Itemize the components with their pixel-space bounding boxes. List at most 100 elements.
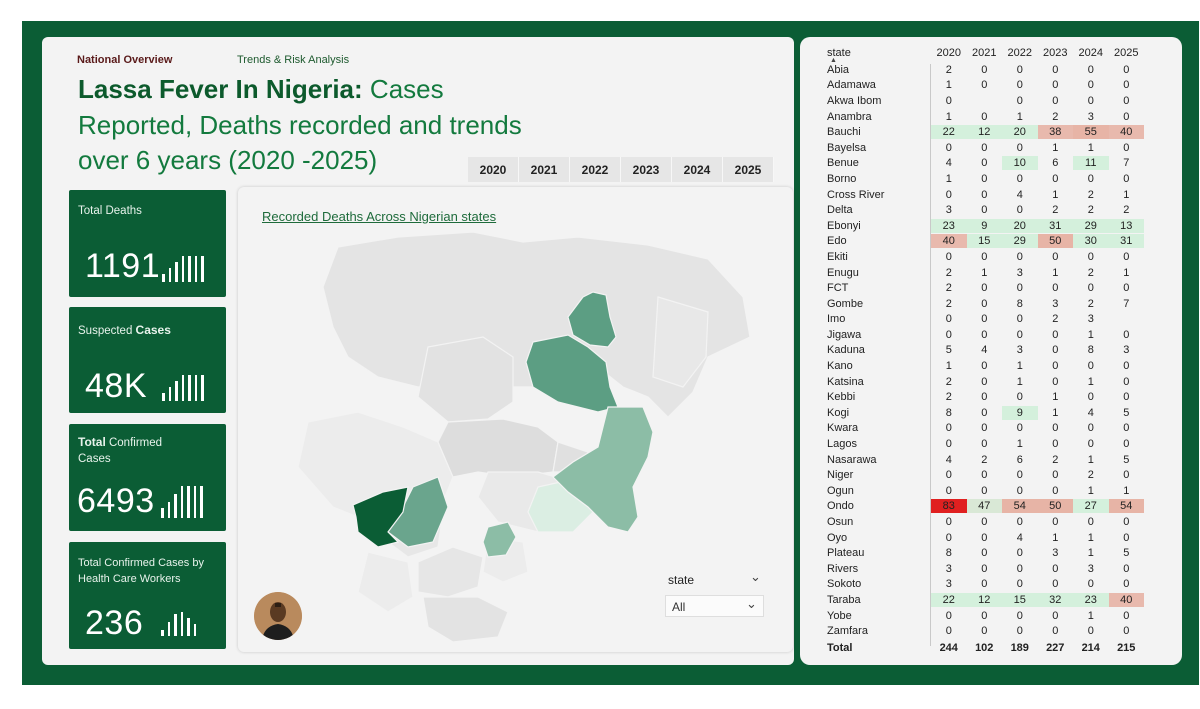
table-row: Kano 1 0 1 0 0 0 — [810, 358, 1150, 374]
cell-state: Benue — [827, 157, 859, 170]
cell-value: 15 — [1002, 592, 1038, 607]
nigeria-choropleth-map[interactable] — [238, 187, 793, 652]
cell-value: 83 — [931, 499, 967, 514]
table-row: Lagos 0 0 1 0 0 0 — [810, 436, 1150, 452]
cell-value: 4 — [1016, 188, 1023, 201]
year-button-2023[interactable]: 2023 — [621, 157, 672, 182]
cell-value: 2 — [1052, 204, 1059, 217]
cell-value: 0 — [1087, 172, 1094, 185]
cell-value: 8 — [945, 547, 952, 560]
cell-value: 0 — [1052, 94, 1059, 107]
cell-value: 47 — [966, 499, 1002, 514]
table-row: Imo 0 0 0 2 3 — [810, 312, 1150, 328]
year-button-2021[interactable]: 2021 — [519, 157, 570, 182]
column-header-state[interactable]: state — [827, 47, 851, 59]
cell-value: 22 — [931, 592, 967, 607]
cell-state: Adamawa — [827, 79, 876, 92]
table-row: Ekiti 0 0 0 0 0 0 — [810, 249, 1150, 265]
cell-value: 20 — [1002, 218, 1038, 233]
kpi-label: Total Deaths — [78, 205, 142, 217]
cell-value: 22 — [931, 125, 967, 140]
cell-value: 0 — [981, 609, 988, 622]
cell-value: 0 — [1016, 625, 1023, 638]
state-dropdown[interactable]: All — [665, 595, 764, 617]
cell-value: 0 — [1087, 422, 1094, 435]
cell-value: 1 — [1087, 484, 1094, 497]
cell-value: 3 — [945, 578, 952, 591]
chevron-down-icon[interactable]: ⌄ — [750, 569, 761, 584]
cell-value: 0 — [1123, 625, 1130, 638]
cell-state: Ogun — [827, 484, 854, 497]
cell-value: 0 — [1052, 516, 1059, 529]
table-row: Osun 0 0 0 0 0 0 — [810, 514, 1150, 530]
year-button-2025[interactable]: 2025 — [723, 157, 774, 182]
cell-state: Kogi — [827, 406, 850, 419]
cell-value: 0 — [981, 172, 988, 185]
cell-value: 0 — [1052, 578, 1059, 591]
cell-value: 8 — [1016, 297, 1023, 310]
cell-state: Ondo — [827, 500, 854, 513]
cell-value: 0 — [1087, 79, 1094, 92]
cell-value: 0 — [981, 391, 988, 404]
table-row: Plateau 8 0 0 3 1 5 — [810, 545, 1150, 561]
sort-ascending-icon[interactable]: ▲ — [830, 57, 837, 64]
cell-value: 1 — [1123, 484, 1130, 497]
year-button-2020[interactable]: 2020 — [468, 157, 519, 182]
cell-value: 0 — [1016, 547, 1023, 560]
cell-value: 54 — [1002, 499, 1038, 514]
cell-value: 23 — [931, 218, 967, 233]
cell-value: 0 — [1016, 578, 1023, 591]
cell-value: 6 — [1052, 157, 1059, 170]
nav-national-overview[interactable]: National Overview — [77, 54, 173, 66]
table-row: Taraba 22 12 15 32 23 40 — [810, 592, 1150, 608]
cell-state: Rivers — [827, 562, 859, 575]
cell-state: Kano — [827, 360, 853, 373]
cell-value: 0 — [1052, 375, 1059, 388]
cell-value: 0 — [1087, 391, 1094, 404]
column-header-2022[interactable]: 2022 — [1007, 47, 1032, 59]
cell-value: 8 — [945, 406, 952, 419]
cell-value: 0 — [981, 79, 988, 92]
cell-value: 1 — [1123, 266, 1130, 279]
chevron-down-icon[interactable]: ⌄ — [746, 596, 757, 611]
cell-value: 3 — [945, 204, 952, 217]
cell-value: 0 — [1016, 422, 1023, 435]
page-title-line-1: Lassa Fever In Nigeria: Cases — [78, 74, 444, 105]
cell-value: 27 — [1073, 499, 1109, 514]
table-scrollbar[interactable] — [1150, 44, 1160, 656]
cell-value: 0 — [945, 609, 952, 622]
cell-value: 31 — [1108, 234, 1144, 249]
column-header-2025[interactable]: 2025 — [1114, 47, 1139, 59]
cell-value: 2 — [1052, 110, 1059, 123]
kpi-card-health-care-workers: Total Confirmed Cases by Health Care Wor… — [69, 542, 226, 649]
table-row: Abia 2 0 0 0 0 0 — [810, 62, 1150, 78]
column-header-2020[interactable]: 2020 — [936, 47, 961, 59]
cell-value: 0 — [1087, 578, 1094, 591]
cell-value: 0 — [981, 157, 988, 170]
cell-value: 0 — [1052, 282, 1059, 295]
cell-value: 0 — [1123, 469, 1130, 482]
cell-value: 0 — [1123, 609, 1130, 622]
table-row: Rivers 3 0 0 0 3 0 — [810, 561, 1150, 577]
cell-value: 0 — [981, 438, 988, 451]
year-button-2022[interactable]: 2022 — [570, 157, 621, 182]
cell-value: 5 — [1123, 453, 1130, 466]
kpi-card-total-confirmed-cases: Total Confirmed Cases 6493 — [69, 424, 226, 531]
column-header-2024[interactable]: 2024 — [1078, 47, 1103, 59]
column-header-2023[interactable]: 2023 — [1043, 47, 1068, 59]
cell-value: 0 — [1123, 562, 1130, 575]
cell-value: 1 — [1052, 391, 1059, 404]
cell-value: 0 — [1087, 94, 1094, 107]
cell-state: Cross River — [827, 188, 885, 201]
table-row: Akwa Ibom 0 0 0 0 0 — [810, 93, 1150, 109]
total-value: 102 — [975, 641, 994, 654]
cell-value: 1 — [945, 172, 952, 185]
cell-value: 0 — [981, 484, 988, 497]
year-button-2024[interactable]: 2024 — [672, 157, 723, 182]
nav-trends-risk-analysis[interactable]: Trends & Risk Analysis — [237, 54, 350, 66]
cell-state: Enugu — [827, 266, 859, 279]
cell-value: 0 — [945, 250, 952, 263]
cell-value: 3 — [1052, 297, 1059, 310]
deaths-map-card: Recorded Deaths Across Nigerian states — [238, 187, 793, 652]
column-header-2021[interactable]: 2021 — [972, 47, 997, 59]
